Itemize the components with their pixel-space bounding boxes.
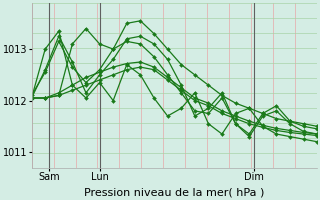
X-axis label: Pression niveau de la mer( hPa ): Pression niveau de la mer( hPa ) <box>84 187 265 197</box>
